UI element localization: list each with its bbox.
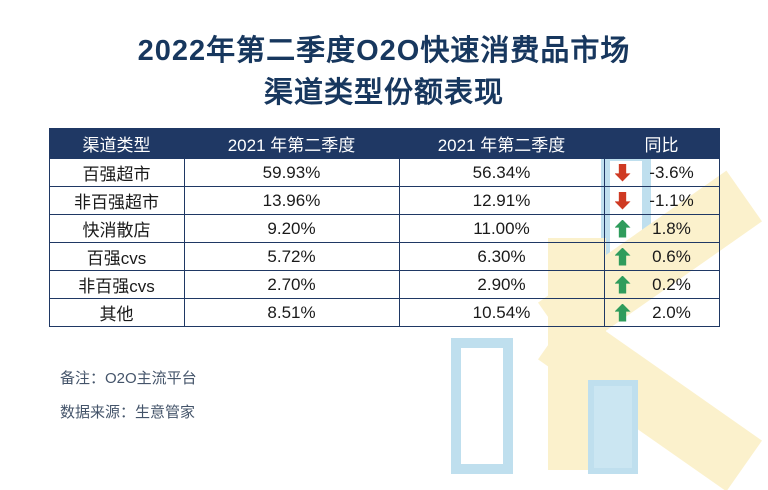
trend-arrow-icon	[614, 219, 631, 238]
channel-cell: 百强超市	[48, 158, 185, 187]
table-row: 非百强cvs 2.70% 2.90% 0.2%	[48, 270, 720, 299]
yoy-value: 1.8%	[652, 218, 691, 238]
header-quarter-prev: 2021 年第二季度	[183, 128, 400, 159]
trend-arrow-icon	[614, 303, 631, 322]
value-cell: 12.91%	[398, 186, 605, 215]
trend-arrow-icon	[614, 163, 631, 182]
channel-cell: 非百强超市	[48, 186, 185, 215]
watermark-blue-rect-icon	[451, 338, 513, 474]
yoy-value: -1.1%	[649, 190, 694, 210]
header-channel-type: 渠道类型	[48, 128, 185, 159]
footer-notes: 备注：O2O主流平台 数据来源：生意管家	[60, 362, 197, 430]
table-row: 百强cvs 5.72% 6.30% 0.6%	[48, 242, 720, 271]
page-title-line1: 2022年第二季度O2O快速消费品市场	[137, 35, 631, 67]
table-row: 其他 8.51% 10.54% 2.0%	[48, 298, 720, 327]
value-cell: 2.90%	[398, 270, 605, 299]
yoy-value: 0.2%	[652, 274, 691, 294]
channel-cell: 百强cvs	[48, 242, 185, 271]
trend-arrow-icon	[614, 247, 631, 266]
channel-cell: 非百强cvs	[48, 270, 185, 299]
trend-arrow-icon	[614, 275, 631, 294]
channel-cell: 快消散店	[48, 214, 185, 243]
page-title-line2: 渠道类型份额表现	[263, 77, 504, 109]
yoy-cell: 1.8%	[603, 214, 720, 243]
value-cell: 11.00%	[398, 214, 605, 243]
yoy-value: 2.0%	[652, 302, 691, 322]
yoy-value: -3.6%	[649, 162, 694, 182]
yoy-cell: -1.1%	[603, 186, 720, 215]
yoy-cell: 2.0%	[603, 298, 720, 327]
value-cell: 10.54%	[398, 298, 605, 327]
header-yoy: 同比	[603, 128, 720, 159]
yoy-cell: 0.6%	[603, 242, 720, 271]
value-cell: 9.20%	[183, 214, 400, 243]
table-header-row: 渠道类型 2021 年第二季度 2021 年第二季度 同比	[48, 128, 720, 159]
yoy-value: 0.6%	[652, 246, 691, 266]
yoy-cell: 0.2%	[603, 270, 720, 299]
channel-share-table: 渠道类型 2021 年第二季度 2021 年第二季度 同比 百强超市 59.93…	[48, 128, 720, 327]
value-cell: 5.72%	[183, 242, 400, 271]
note-remark: 备注：O2O主流平台	[60, 370, 197, 387]
value-cell: 8.51%	[183, 298, 400, 327]
trend-arrow-icon	[614, 191, 631, 210]
channel-cell: 其他	[48, 298, 185, 327]
note-source: 数据来源：生意管家	[60, 404, 196, 421]
value-cell: 2.70%	[183, 270, 400, 299]
value-cell: 56.34%	[398, 158, 605, 187]
yoy-cell: -3.6%	[603, 158, 720, 187]
value-cell: 13.96%	[183, 186, 400, 215]
table-row: 快消散店 9.20% 11.00% 1.8%	[48, 214, 720, 243]
value-cell: 6.30%	[398, 242, 605, 271]
value-cell: 59.93%	[183, 158, 400, 187]
table-row: 非百强超市 13.96% 12.91% -1.1%	[48, 186, 720, 215]
header-quarter-curr: 2021 年第二季度	[398, 128, 605, 159]
table-row: 百强超市 59.93% 56.34% -3.6%	[48, 158, 720, 187]
watermark-blue-rect-icon	[588, 380, 638, 474]
page-title: 2022年第二季度O2O快速消费品市场 渠道类型份额表现	[0, 30, 768, 114]
